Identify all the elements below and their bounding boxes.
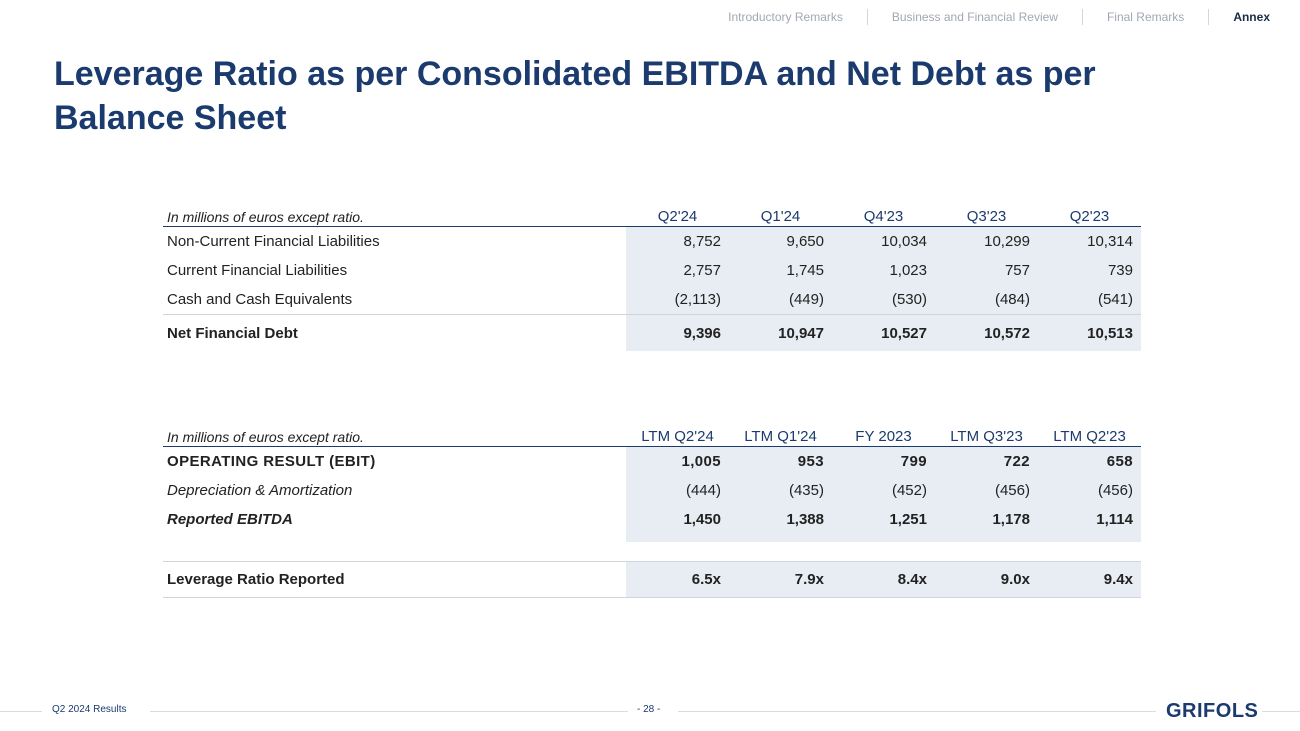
table-caption: In millions of euros except ratio. — [163, 203, 626, 227]
footer-divider — [678, 711, 1156, 712]
footer-divider — [1262, 711, 1300, 712]
cell: 7.9x — [729, 561, 832, 598]
cell: (456) — [1038, 476, 1141, 505]
row-label: OPERATING RESULT (EBIT) — [167, 453, 376, 470]
cell: 10,299 — [935, 226, 1038, 256]
cell: (452) — [832, 476, 935, 505]
table-row: Non-Current Financial Liabilities 8,752 … — [163, 226, 1141, 256]
cell: 8,752 — [626, 226, 729, 256]
row-label: Depreciation & Amortization — [167, 482, 353, 499]
cell: (435) — [729, 476, 832, 505]
cell: 739 — [1038, 256, 1141, 285]
spacer-row — [163, 534, 1141, 542]
nav-annex[interactable]: Annex — [1208, 9, 1270, 25]
cell: 722 — [935, 446, 1038, 476]
table-row-total: Net Financial Debt 9,396 10,947 10,527 1… — [163, 314, 1141, 351]
page-number: - 28 - — [637, 704, 661, 715]
top-nav: Introductory Remarks Business and Financ… — [728, 9, 1270, 25]
footer-divider — [0, 711, 42, 712]
nav-business-financial-review[interactable]: Business and Financial Review — [866, 9, 1082, 25]
table-row: Reported EBITDA 1,450 1,388 1,251 1,178 … — [163, 505, 1141, 534]
column-header: LTM Q1'24 — [729, 423, 832, 447]
table-row: Cash and Cash Equivalents (2,113) (449) … — [163, 285, 1141, 315]
row-label: Leverage Ratio Reported — [163, 561, 626, 598]
cell: 9.4x — [1038, 561, 1141, 598]
cell: 10,527 — [832, 314, 935, 351]
cell: 1,005 — [626, 446, 729, 476]
cell: 953 — [729, 446, 832, 476]
grifols-logo: GRIFOLS — [1166, 700, 1259, 722]
cell: 9.0x — [935, 561, 1038, 598]
table-caption: In millions of euros except ratio. — [163, 423, 626, 447]
cell: (530) — [832, 285, 935, 315]
cell: 799 — [832, 446, 935, 476]
column-header: FY 2023 — [832, 423, 935, 447]
column-header: Q2'23 — [1038, 203, 1141, 227]
cell: 757 — [935, 256, 1038, 285]
footer-report-label: Q2 2024 Results — [52, 704, 127, 715]
column-header: Q3'23 — [935, 203, 1038, 227]
row-label: Net Financial Debt — [163, 314, 626, 351]
column-header: Q1'24 — [729, 203, 832, 227]
cell: 10,314 — [1038, 226, 1141, 256]
page-title: Leverage Ratio as per Consolidated EBITD… — [54, 55, 1096, 137]
cell: 1,023 — [832, 256, 935, 285]
cell: 1,745 — [729, 256, 832, 285]
cell: 2,757 — [626, 256, 729, 285]
table-row: OPERATING RESULT (EBIT) 1,005 953 799 72… — [163, 446, 1141, 476]
ebitda-table: In millions of euros except ratio. LTM Q… — [163, 423, 1141, 542]
column-header: LTM Q2'23 — [1038, 423, 1141, 447]
column-header: LTM Q2'24 — [626, 423, 729, 447]
cell: 10,947 — [729, 314, 832, 351]
table-row: Depreciation & Amortization (444) (435) … — [163, 476, 1141, 505]
cell: 9,396 — [626, 314, 729, 351]
cell: 10,513 — [1038, 314, 1141, 351]
cell: 10,572 — [935, 314, 1038, 351]
net-debt-table: In millions of euros except ratio. Q2'24… — [163, 203, 1141, 351]
cell: (456) — [935, 476, 1038, 505]
leverage-table: Leverage Ratio Reported 6.5x 7.9x 8.4x 9… — [163, 561, 1141, 598]
cell: 1,251 — [832, 505, 935, 534]
column-header: Q2'24 — [626, 203, 729, 227]
nav-final-remarks[interactable]: Final Remarks — [1081, 9, 1208, 25]
footer-divider — [150, 711, 628, 712]
column-header: Q4'23 — [832, 203, 935, 227]
cell: (449) — [729, 285, 832, 315]
cell: 1,178 — [935, 505, 1038, 534]
row-label: Current Financial Liabilities — [167, 262, 348, 279]
cell: (444) — [626, 476, 729, 505]
cell: (484) — [935, 285, 1038, 315]
cell: 8.4x — [832, 561, 935, 598]
table-row: Current Financial Liabilities 2,757 1,74… — [163, 256, 1141, 285]
row-label: Cash and Cash Equivalents — [167, 291, 353, 308]
cell: 10,034 — [832, 226, 935, 256]
cell: (2,113) — [626, 285, 729, 315]
table-row: Leverage Ratio Reported 6.5x 7.9x 8.4x 9… — [163, 561, 1141, 598]
cell: 658 — [1038, 446, 1141, 476]
row-label: Reported EBITDA — [167, 511, 293, 528]
cell: 1,114 — [1038, 505, 1141, 534]
cell: (541) — [1038, 285, 1141, 315]
cell: 1,388 — [729, 505, 832, 534]
column-header: LTM Q3'23 — [935, 423, 1038, 447]
cell: 6.5x — [626, 561, 729, 598]
cell: 1,450 — [626, 505, 729, 534]
row-label: Non-Current Financial Liabilities — [167, 233, 380, 250]
nav-introductory-remarks[interactable]: Introductory Remarks — [728, 10, 843, 24]
cell: 9,650 — [729, 226, 832, 256]
